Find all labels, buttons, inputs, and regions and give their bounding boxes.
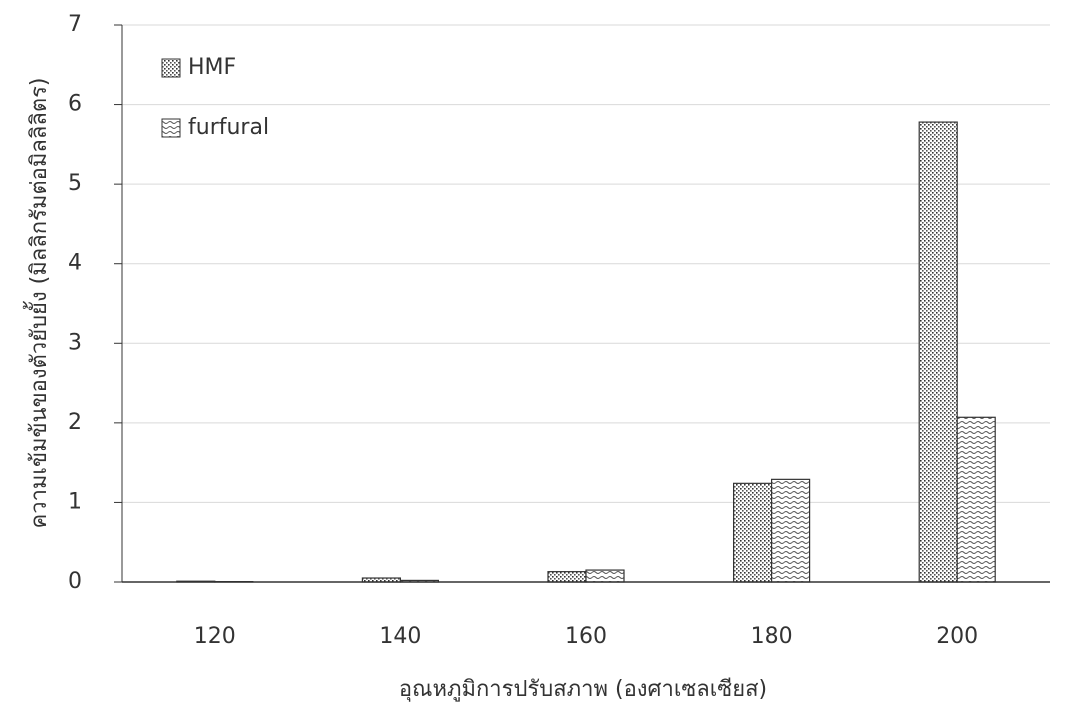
bar xyxy=(586,570,624,582)
x-tick-label: 160 xyxy=(565,624,607,649)
x-tick-label: 120 xyxy=(194,624,236,649)
x-tick-label: 140 xyxy=(379,624,421,649)
y-axis-label: ความเข้มข้นของตัวยับยั้ง (มิลลิกรัมต่อมิ… xyxy=(23,78,52,529)
x-axis-label: อุณหภูมิการปรับสภาพ (องศาเซลเซียส) xyxy=(399,677,767,702)
legend-swatch xyxy=(162,119,180,137)
bar xyxy=(919,122,957,582)
x-tick-label: 200 xyxy=(936,624,978,649)
y-tick-label: 7 xyxy=(68,12,82,37)
bar xyxy=(772,479,810,582)
legend-label: HMF xyxy=(188,55,236,80)
y-tick-label: 5 xyxy=(68,171,82,196)
legend-swatch xyxy=(162,59,180,77)
legend-label: furfural xyxy=(188,115,269,140)
bar xyxy=(734,483,772,582)
y-tick-label: 4 xyxy=(68,251,82,276)
bar xyxy=(548,572,586,582)
bar xyxy=(957,417,995,582)
y-tick-label: 6 xyxy=(68,92,82,117)
y-tick-label: 1 xyxy=(68,489,82,514)
y-tick-label: 2 xyxy=(68,410,82,435)
y-tick-label: 0 xyxy=(68,569,82,594)
y-tick-label: 3 xyxy=(68,330,82,355)
x-tick-label: 180 xyxy=(751,624,793,649)
